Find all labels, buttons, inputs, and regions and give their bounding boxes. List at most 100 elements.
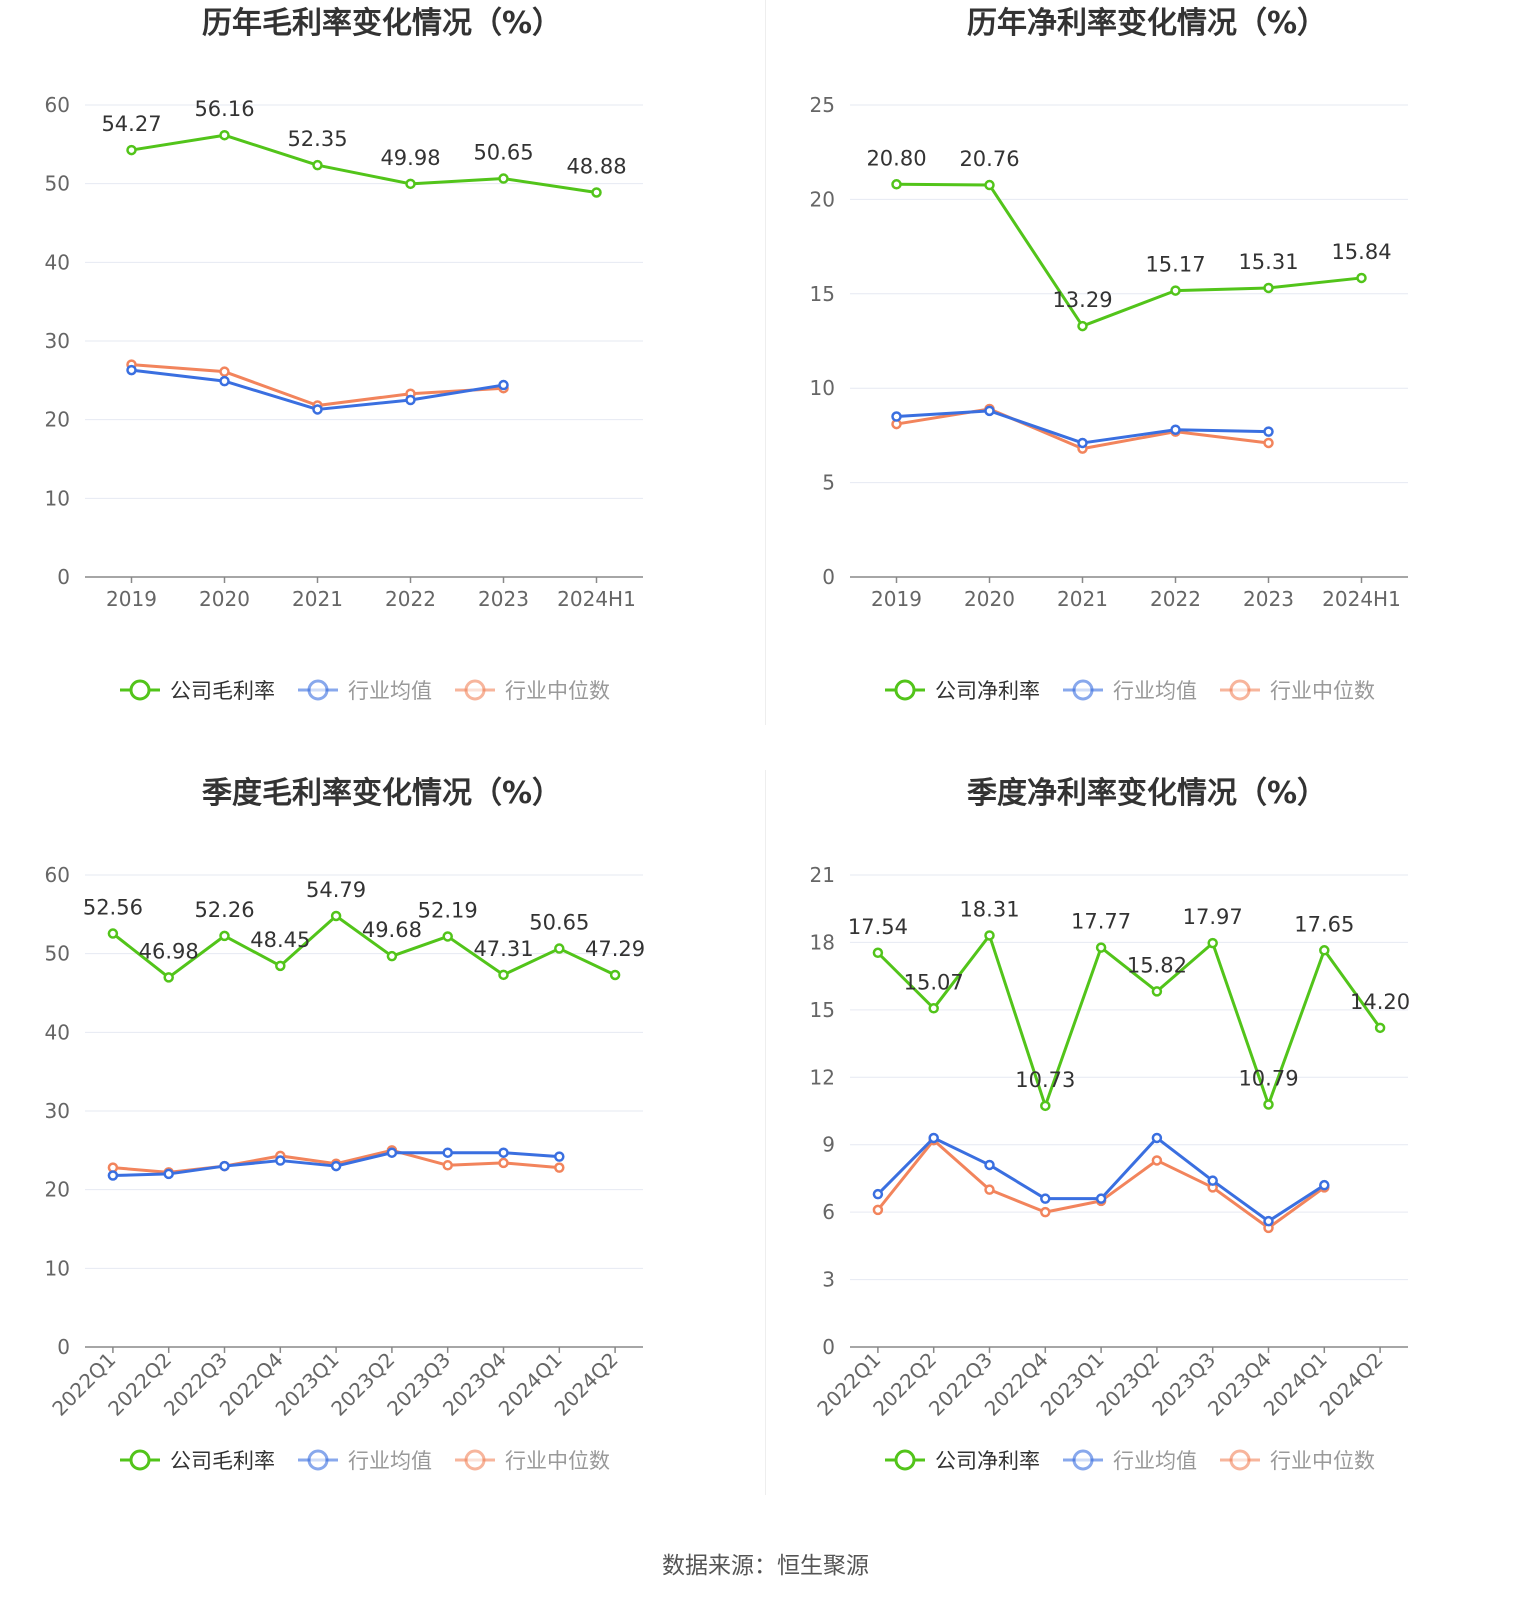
quarterly-net-margin-chart: 季度净利率变化情况（%） 0 3 6 9 12 15 18 21 2022Q1 2022Q2 2022… xyxy=(765,770,1530,1530)
y-tick-label: 30 xyxy=(45,329,70,353)
y-tick-label: 20 xyxy=(45,408,70,432)
legend-label: 公司毛利率 xyxy=(170,1449,275,1473)
annual-net-margin-chart: 历年净利率变化情况（%） 0 5 10 15 20 25 2019 2020 2021 2022 20… xyxy=(765,0,1530,760)
data-label: 47.29 xyxy=(585,937,645,961)
legend-item-median: 行业中位数 xyxy=(1220,679,1375,703)
data-point-avg xyxy=(163,1168,174,1180)
y-tick-label: 18 xyxy=(810,930,835,954)
data-label: 15.84 xyxy=(1331,240,1391,264)
y-tick-label: 40 xyxy=(45,1020,70,1044)
legend-marker-icon xyxy=(1229,679,1251,701)
legend-marker-icon xyxy=(1072,679,1094,701)
data-point-company xyxy=(163,972,174,983)
y-tick-label: 9 xyxy=(822,1133,835,1157)
y-tick-label: 10 xyxy=(45,1256,70,1280)
data-point-median xyxy=(1151,1155,1163,1166)
data-point-company xyxy=(219,930,230,942)
x-tick-label: 2024H1 xyxy=(1322,587,1401,611)
data-point-company xyxy=(126,144,137,156)
data-point-avg xyxy=(312,404,323,415)
data-point-company xyxy=(1040,1100,1051,1112)
y-tick-label: 3 xyxy=(822,1268,835,1292)
y-tick-label: 6 xyxy=(822,1200,835,1224)
data-point-company xyxy=(1356,272,1367,284)
data-point-company xyxy=(984,179,995,191)
chart-title: 季度净利率变化情况（%） xyxy=(967,776,1327,811)
data-label: 10.79 xyxy=(1238,1066,1298,1090)
data-label: 10.73 xyxy=(1015,1068,1075,1092)
data-point-company xyxy=(1263,282,1274,294)
legend-marker-icon xyxy=(307,679,329,701)
data-point-avg xyxy=(1263,1215,1274,1227)
y-tick-label: 10 xyxy=(45,486,70,510)
data-point-avg xyxy=(928,1132,939,1144)
legend-marker-icon xyxy=(894,1449,916,1471)
data-label: 17.65 xyxy=(1294,912,1354,936)
y-tick-label: 0 xyxy=(57,565,70,589)
series-line-company xyxy=(131,133,597,194)
legend-marker-icon xyxy=(894,679,916,701)
chart-title: 历年净利率变化情况（%） xyxy=(967,6,1327,41)
data-label: 49.98 xyxy=(380,146,440,170)
data-point-avg xyxy=(1077,437,1088,449)
data-point-avg xyxy=(1319,1179,1330,1191)
data-point-avg xyxy=(1263,426,1274,437)
x-tick-label: 2019 xyxy=(106,587,157,611)
legend-item-avg: 行业均值 xyxy=(1063,679,1197,703)
legend-label: 行业中位数 xyxy=(1270,679,1375,703)
legend-item-avg: 行业均值 xyxy=(298,679,432,703)
annual-gross-margin-chart: 历年毛利率变化情况（%） 0 10 20 30 40 50 60 2019 2020 2021 202… xyxy=(0,0,765,760)
y-tick-label: 10 xyxy=(810,376,835,400)
data-label: 48.88 xyxy=(566,154,626,178)
data-point-avg xyxy=(442,1147,453,1158)
data-label: 17.77 xyxy=(1071,910,1131,934)
data-point-company xyxy=(591,187,602,198)
data-point-avg xyxy=(1040,1193,1051,1204)
chart-svg: 历年净利率变化情况（%） 0 5 10 15 20 25 2019 2020 2021 2022 20… xyxy=(810,6,1408,703)
data-label: 17.54 xyxy=(848,915,908,939)
data-point-median xyxy=(498,1157,509,1169)
data-point-avg xyxy=(1151,1132,1163,1144)
data-label: 48.45 xyxy=(250,928,310,952)
data-point-avg xyxy=(126,364,137,376)
chart-title: 历年毛利率变化情况（%） xyxy=(202,6,562,41)
data-point-avg xyxy=(872,1188,884,1200)
data-point-company xyxy=(442,931,453,942)
series-line-company xyxy=(876,933,1382,1108)
data-label: 47.31 xyxy=(473,937,533,961)
data-point-company xyxy=(928,1003,939,1014)
legend-item-company: 公司毛利率 xyxy=(120,1449,275,1473)
data-point-avg xyxy=(386,1147,398,1158)
legend-label: 行业中位数 xyxy=(505,1449,610,1473)
data-point-company xyxy=(554,943,565,954)
data-point-company xyxy=(984,930,995,941)
data-point-median xyxy=(1040,1206,1051,1218)
data-point-avg xyxy=(219,375,230,387)
legend-label: 行业均值 xyxy=(348,679,432,703)
data-point-company xyxy=(1151,986,1163,997)
data-point-company xyxy=(219,129,230,141)
data-point-company xyxy=(386,950,398,962)
data-point-company xyxy=(1319,945,1330,956)
y-tick-label: 20 xyxy=(810,187,835,211)
data-point-avg xyxy=(891,411,902,422)
legend-item-company: 公司净利率 xyxy=(885,679,1040,703)
chart-title: 季度毛利率变化情况（%） xyxy=(202,776,562,811)
data-label: 17.97 xyxy=(1183,905,1243,929)
legend-marker-icon xyxy=(1072,1449,1094,1471)
x-tick-label: 2023 xyxy=(478,587,529,611)
data-point-company xyxy=(1263,1099,1274,1110)
y-tick-label: 15 xyxy=(810,282,835,306)
y-tick-label: 21 xyxy=(810,863,835,887)
legend-marker-icon xyxy=(464,679,486,701)
legend-label: 行业中位数 xyxy=(1270,1449,1375,1473)
data-point-company xyxy=(891,179,902,190)
data-label: 50.65 xyxy=(529,911,589,935)
data-label: 54.79 xyxy=(306,878,366,902)
y-tick-label: 15 xyxy=(810,998,835,1022)
data-point-avg xyxy=(330,1160,342,1172)
y-tick-label: 60 xyxy=(45,93,70,117)
legend-marker-icon xyxy=(307,1449,329,1471)
x-tick-label: 2020 xyxy=(199,587,250,611)
data-point-company xyxy=(609,969,621,981)
